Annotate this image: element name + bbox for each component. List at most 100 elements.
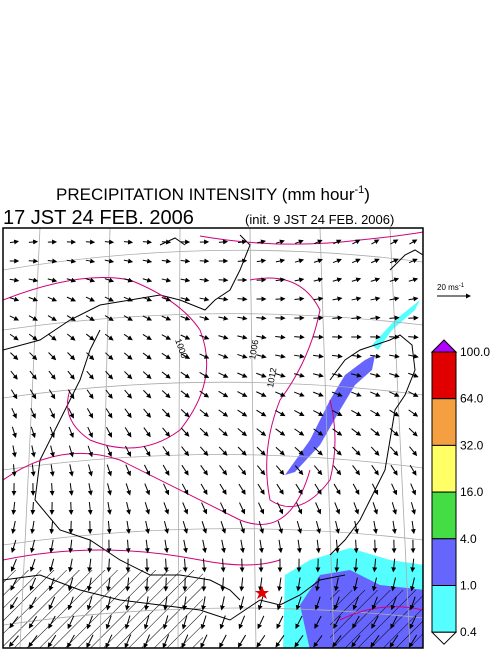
wind-arrow bbox=[218, 277, 229, 283]
wind-arrow bbox=[105, 596, 112, 611]
wind-arrow bbox=[180, 427, 190, 437]
wind-arrow bbox=[410, 558, 416, 573]
wind-arrow bbox=[275, 428, 286, 436]
wind-arrow bbox=[124, 634, 132, 648]
wind-arrow bbox=[389, 258, 399, 264]
wind-arrow bbox=[124, 389, 133, 399]
wind-arrow bbox=[181, 464, 189, 476]
wind-arrow bbox=[275, 372, 286, 378]
wind-arrow bbox=[180, 390, 190, 398]
wind-arrow bbox=[85, 333, 95, 341]
wind-arrow bbox=[9, 239, 20, 245]
wind-arrow bbox=[123, 258, 134, 264]
wind-arrow bbox=[294, 465, 304, 476]
wind-arrow bbox=[410, 483, 417, 496]
wind-arrow bbox=[180, 353, 191, 359]
wind-arrow bbox=[257, 465, 266, 476]
wind-arrow bbox=[85, 277, 96, 283]
wind-arrow bbox=[144, 483, 151, 496]
title: PRECIPITATION INTENSITY (mm hour-1) bbox=[56, 184, 370, 204]
wind-arrow bbox=[410, 520, 416, 535]
wind-arrow bbox=[275, 446, 285, 456]
wind-arrow bbox=[68, 426, 74, 439]
wind-arrow bbox=[275, 391, 286, 397]
wind-arrow bbox=[88, 464, 93, 477]
wind-arrow bbox=[163, 502, 170, 515]
wind-arrow bbox=[312, 372, 324, 378]
reference-label: 20 ms-1 bbox=[437, 283, 465, 292]
wind-arrow bbox=[238, 465, 247, 476]
wind-arrow bbox=[124, 615, 131, 630]
wind-arrow bbox=[370, 409, 381, 417]
wind-arrow bbox=[332, 258, 342, 264]
wind-arrow bbox=[315, 577, 320, 592]
wind-arrow bbox=[29, 370, 37, 380]
wind-arrow bbox=[370, 315, 381, 321]
wind-arrow bbox=[239, 502, 246, 515]
wind-arrow bbox=[85, 258, 96, 264]
wind-arrow bbox=[162, 427, 171, 438]
wind-arrow bbox=[11, 520, 16, 534]
wind-arrow bbox=[29, 352, 38, 361]
wind-arrow bbox=[409, 446, 418, 457]
wind-arrow bbox=[48, 596, 56, 611]
wind-arrow bbox=[293, 372, 305, 378]
wind-arrow bbox=[390, 464, 398, 476]
wind-arrow bbox=[125, 520, 131, 535]
wind-arrow bbox=[370, 372, 381, 378]
wind-arrow bbox=[351, 353, 362, 359]
wind-arrow bbox=[275, 353, 286, 359]
wind-arrow bbox=[408, 391, 419, 397]
wind-arrow bbox=[353, 577, 358, 592]
colorbar-label: 32.0 bbox=[460, 438, 484, 452]
wind-arrow bbox=[237, 334, 248, 340]
wind-arrow bbox=[10, 539, 17, 553]
wind-arrow bbox=[199, 296, 210, 302]
wind-arrow bbox=[408, 427, 418, 437]
wind-arrow bbox=[258, 577, 264, 592]
wind-arrow bbox=[10, 370, 18, 380]
wind-arrow bbox=[181, 446, 190, 457]
init-time: (init. 9 JST 24 FEB. 2006) bbox=[245, 212, 394, 227]
wind-arrow bbox=[332, 635, 342, 648]
wind-arrow bbox=[314, 483, 322, 495]
wind-arrow bbox=[237, 634, 247, 648]
wind-arrow bbox=[182, 596, 188, 611]
wind-arrow bbox=[256, 353, 267, 359]
wind-arrow bbox=[161, 408, 171, 418]
wind-arrow bbox=[258, 520, 265, 534]
wind-arrow bbox=[161, 315, 172, 321]
wind-arrow bbox=[313, 353, 324, 359]
wind-arrow bbox=[256, 239, 266, 245]
wind-arrow bbox=[391, 483, 398, 496]
wind-arrow bbox=[142, 277, 153, 283]
wind-arrow bbox=[30, 539, 36, 554]
wind-arrow bbox=[220, 558, 226, 573]
wind-arrow bbox=[142, 239, 153, 245]
wind-arrow bbox=[389, 634, 399, 648]
wind-arrow bbox=[312, 391, 324, 397]
wind-arrow bbox=[295, 483, 303, 495]
wind-arrow bbox=[49, 407, 55, 419]
wind-arrow bbox=[163, 596, 169, 611]
wind-arrow bbox=[351, 446, 361, 456]
wind-arrow bbox=[219, 465, 228, 476]
wind-arrow bbox=[370, 446, 380, 456]
wind-arrow bbox=[277, 502, 284, 515]
wind-arrow bbox=[144, 577, 150, 592]
wind-arrow bbox=[237, 239, 248, 245]
wind-arrow bbox=[30, 426, 36, 439]
wind-arrow bbox=[125, 464, 131, 477]
wind-arrow bbox=[256, 372, 267, 378]
wind-arrow bbox=[351, 277, 362, 283]
wind-arrow bbox=[410, 502, 416, 515]
hatch-west bbox=[3, 570, 203, 648]
wind-arrow bbox=[48, 558, 55, 573]
wind-arrow bbox=[30, 520, 36, 535]
wind-arrow bbox=[29, 577, 37, 591]
wind-arrow bbox=[294, 410, 305, 416]
wind-arrow bbox=[199, 390, 210, 398]
wind-arrow bbox=[182, 520, 189, 534]
wind-arrow bbox=[409, 464, 417, 476]
